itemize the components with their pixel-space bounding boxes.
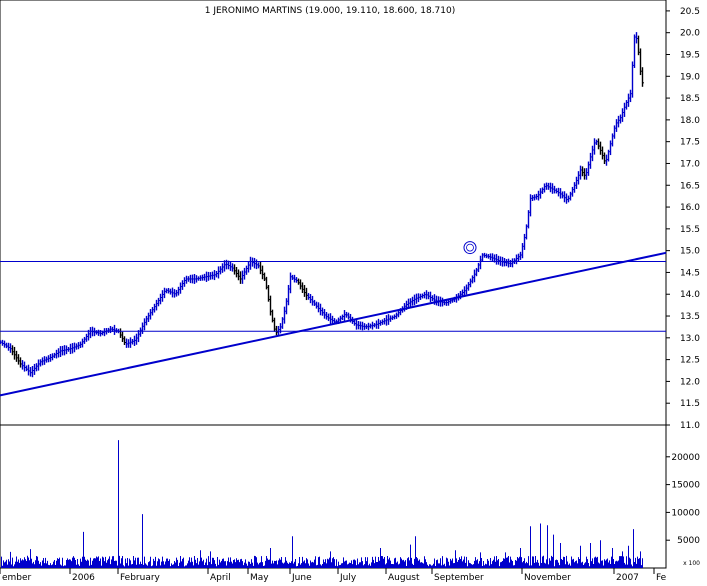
volume-tick-label: 5000 xyxy=(677,536,700,546)
price-axis: 11.0 11.5 12.0 12.5 13.0 13.5 14.0 14.5 15.0 15.5… xyxy=(666,7,700,431)
price-tick-label: 18.5 xyxy=(680,94,700,104)
volume-panel-frame xyxy=(0,424,667,569)
price-tick-label: 16.0 xyxy=(680,203,700,213)
price-tick-label: 13.5 xyxy=(680,312,700,322)
x-tick-label: April xyxy=(210,573,231,582)
price-tick-label: 19.5 xyxy=(680,50,700,60)
price-tick-label: 11.5 xyxy=(680,399,700,409)
volume-tick-label: 20000 xyxy=(671,453,700,463)
x-tick-label: July xyxy=(339,573,357,582)
x-tick-label: May xyxy=(250,573,269,582)
price-tick-label: 14.0 xyxy=(680,290,700,300)
x-tick-label: September xyxy=(434,573,484,582)
price-tick-label: 16.5 xyxy=(680,181,700,191)
price-tick-label: 13.0 xyxy=(680,334,700,344)
price-tick-label: 17.0 xyxy=(680,159,700,169)
price-tick-label: 14.5 xyxy=(680,268,700,278)
x-tick-label: August xyxy=(388,573,420,582)
volume-tick-label: 10000 xyxy=(671,508,700,518)
price-series xyxy=(0,32,644,378)
volume-tick-label: 15000 xyxy=(671,481,700,491)
x-axis: ember 2006 February April May June July August S… xyxy=(0,568,667,583)
x-tick-label: 2006 xyxy=(72,573,95,582)
x-tick-label: 2007 xyxy=(616,573,639,582)
price-tick-label: 11.0 xyxy=(680,421,700,431)
marker-group xyxy=(463,241,477,255)
price-tick-label: 17.5 xyxy=(680,138,700,148)
x-tick-label: June xyxy=(291,573,312,582)
price-tick-label: 19.0 xyxy=(680,72,700,82)
price-tick-label: 20.0 xyxy=(680,29,700,39)
price-tick-label: 18.0 xyxy=(680,116,700,126)
price-tick-label: 15.5 xyxy=(680,225,700,235)
trend-line xyxy=(0,251,667,397)
x-tick-label: February xyxy=(120,573,161,582)
volume-unit-label: x 100 xyxy=(683,560,700,567)
price-tick-label: 15.0 xyxy=(680,247,700,257)
marker-circle-icon xyxy=(463,241,477,255)
volume-axis: 5000 10000 15000 20000 xyxy=(666,453,700,546)
price-tick-label: 12.0 xyxy=(680,377,700,387)
x-tick-label: Fe xyxy=(656,573,667,582)
marker-inner-icon xyxy=(466,243,474,252)
horizontal-lines xyxy=(0,261,666,332)
price-panel-frame xyxy=(0,0,667,426)
x-tick-label: November xyxy=(524,573,571,582)
chart-title: 1 JERONIMO MARTINS (19.000, 19.110, 18.6… xyxy=(205,6,456,16)
x-tick-label: ember xyxy=(2,573,32,582)
volume-bars xyxy=(1,440,643,568)
price-tick-label: 20.5 xyxy=(680,7,700,17)
price-tick-label: 12.5 xyxy=(680,356,700,366)
trend-line-group xyxy=(0,251,667,397)
